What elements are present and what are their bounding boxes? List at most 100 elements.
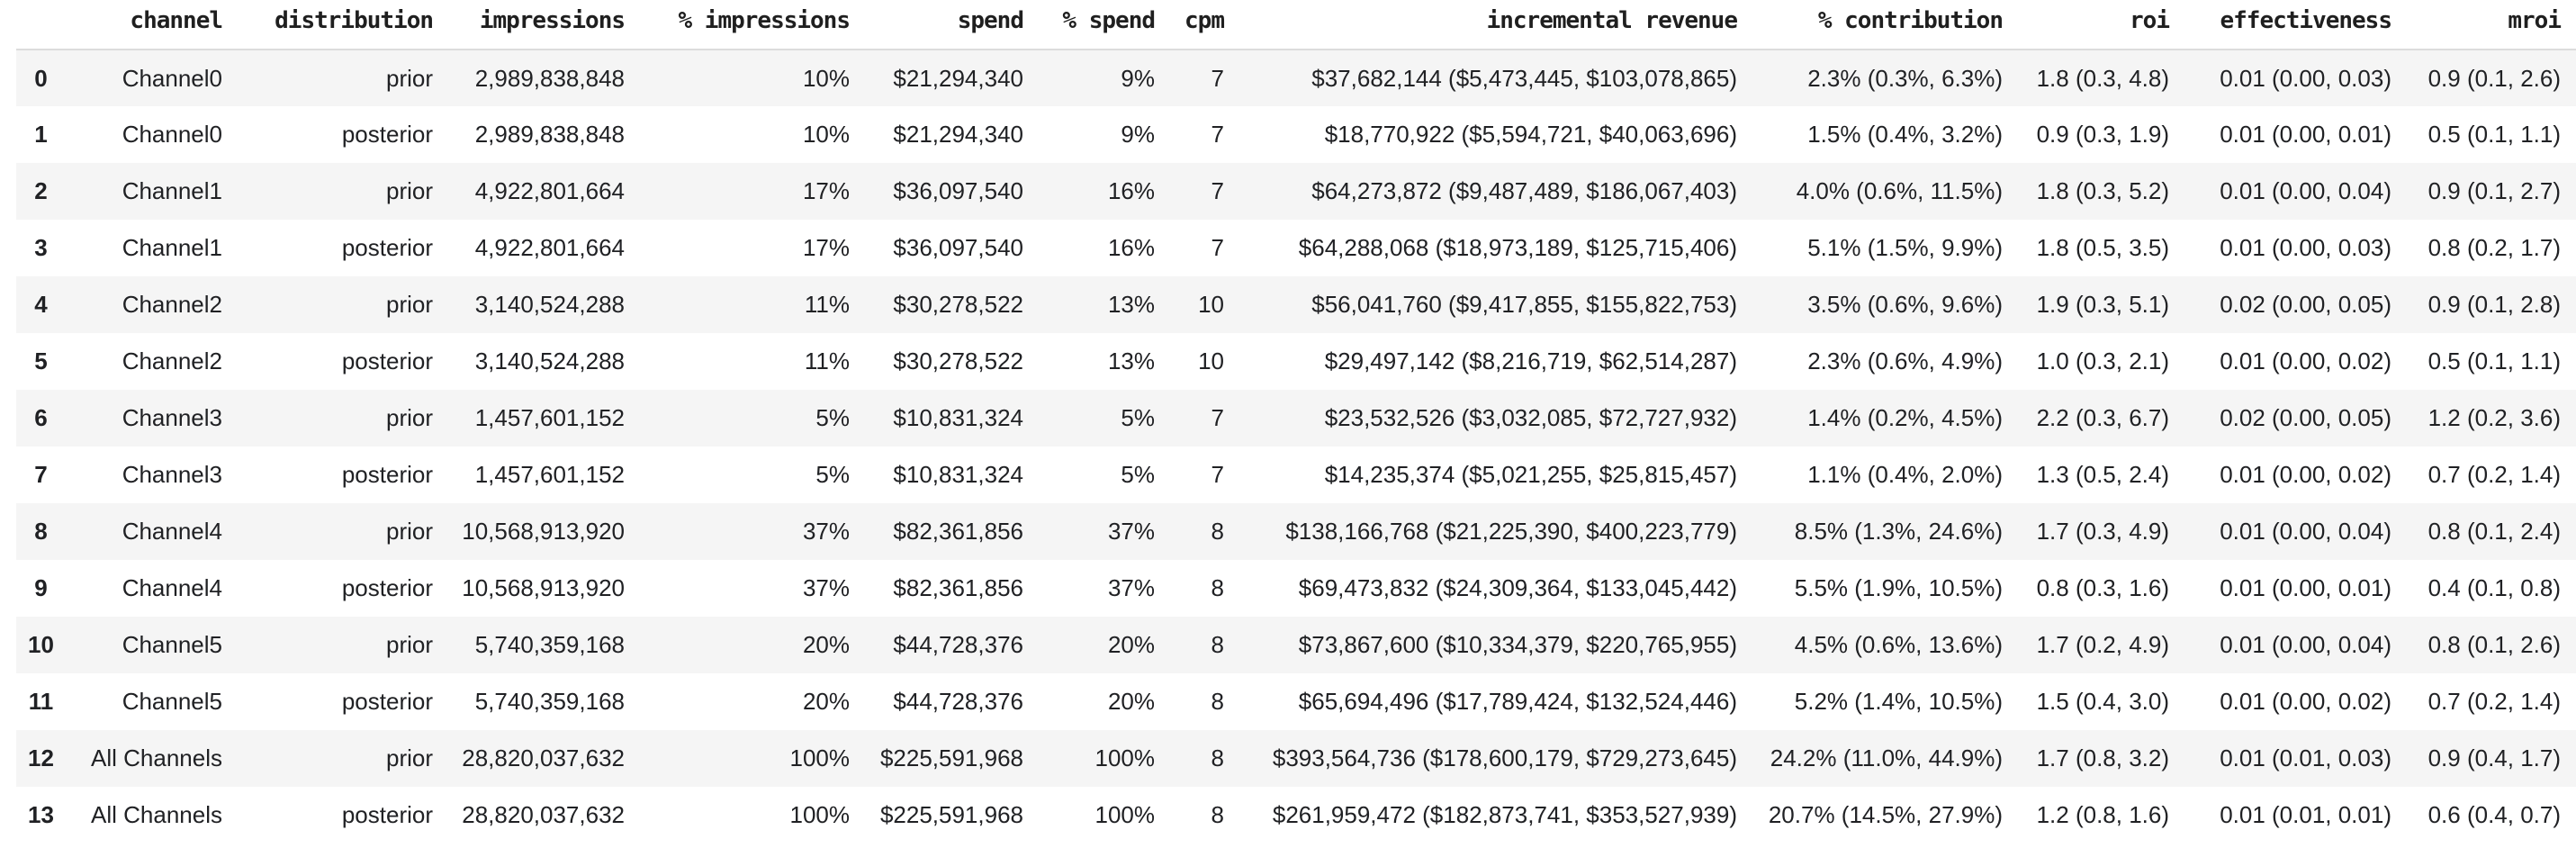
cell-roi: 0.9 (0.3, 1.9) bbox=[2036, 121, 2169, 148]
cell-cpm: 8 bbox=[1211, 801, 1224, 828]
column-header-cpm: cpm bbox=[1155, 0, 1225, 50]
cell-pct_spend: 100% bbox=[1094, 744, 1156, 771]
cell-channel: Channel3 bbox=[122, 461, 222, 488]
cell-impressions: 2,989,838,848 bbox=[474, 64, 625, 92]
cell-effectiveness: 0.01 (0.00, 0.04) bbox=[2220, 631, 2391, 658]
cell-impressions: 28,820,037,632 bbox=[462, 801, 625, 828]
cell-cpm: 8 bbox=[1211, 688, 1224, 715]
cell-impressions: 5,740,359,168 bbox=[474, 631, 625, 658]
cell-channel: Channel3 bbox=[122, 404, 222, 431]
cell-incremental_revenue: $261,959,472 ($182,873,741, $353,527,939… bbox=[1272, 801, 1737, 828]
cell-effectiveness: 0.01 (0.00, 0.03) bbox=[2220, 234, 2391, 261]
cell-pct_impressions: 37% bbox=[802, 574, 850, 601]
cell-effectiveness: 0.01 (0.01, 0.03) bbox=[2220, 744, 2391, 771]
cell-pct_impressions: 20% bbox=[802, 631, 850, 658]
cell-cpm: 8 bbox=[1211, 518, 1224, 545]
cell-distribution: prior bbox=[385, 177, 433, 204]
cell-cpm: 7 bbox=[1211, 177, 1224, 204]
cell-roi: 1.7 (0.2, 4.9) bbox=[2036, 631, 2169, 658]
cell-roi: 1.8 (0.3, 5.2) bbox=[2036, 177, 2169, 204]
cell-distribution: posterior bbox=[341, 234, 433, 261]
column-header-spend: spend bbox=[850, 0, 1024, 50]
table-body: 0 Channel0 prior 2,989,838,848 10% $21,294,34… bbox=[16, 50, 2576, 843]
cell-index: 2 bbox=[34, 177, 48, 204]
cell-spend: $36,097,540 bbox=[893, 234, 1023, 261]
column-header-distribution: distribution bbox=[222, 0, 434, 50]
cell-index: 0 bbox=[34, 64, 48, 92]
cell-spend: $30,278,522 bbox=[893, 291, 1023, 318]
cell-distribution: posterior bbox=[341, 121, 433, 148]
cell-channel: Channel2 bbox=[122, 291, 222, 318]
cell-spend: $10,831,324 bbox=[893, 404, 1023, 431]
table-row: 1 Channel0 posterior 2,989,838,848 10% $21,29… bbox=[16, 106, 2576, 163]
column-header-index bbox=[16, 0, 66, 50]
cell-impressions: 10,568,913,920 bbox=[462, 574, 625, 601]
cell-effectiveness: 0.02 (0.00, 0.05) bbox=[2220, 404, 2391, 431]
cell-spend: $225,591,968 bbox=[879, 801, 1023, 828]
cell-roi: 1.2 (0.8, 1.6) bbox=[2036, 801, 2169, 828]
table-row: 7 Channel3 posterior 1,457,601,152 5% $10,831… bbox=[16, 447, 2576, 503]
cell-spend: $82,361,856 bbox=[893, 518, 1023, 545]
cell-incremental_revenue: $18,770,922 ($5,594,721, $40,063,696) bbox=[1324, 121, 1737, 148]
table-row: 11 Channel5 posterior 5,740,359,168 20% $44,7… bbox=[16, 673, 2576, 730]
cell-pct_spend: 9% bbox=[1121, 121, 1155, 148]
table-row: 12 All Channels prior 28,820,037,632 100% $22… bbox=[16, 730, 2576, 787]
cell-mroi: 0.5 (0.1, 1.1) bbox=[2427, 347, 2561, 374]
cell-pct_contribution: 5.1% (1.5%, 9.9%) bbox=[1807, 234, 2003, 261]
cell-cpm: 8 bbox=[1211, 631, 1224, 658]
cell-channel: Channel1 bbox=[122, 177, 222, 204]
cell-distribution: prior bbox=[385, 404, 433, 431]
cell-channel: Channel4 bbox=[122, 518, 222, 545]
cell-incremental_revenue: $23,532,526 ($3,032,085, $72,727,932) bbox=[1324, 404, 1737, 431]
cell-channel: Channel5 bbox=[122, 688, 222, 715]
table-header-row: channel distribution impressions% impressi… bbox=[16, 0, 2576, 50]
cell-index: 7 bbox=[34, 461, 48, 488]
cell-pct_contribution: 4.5% (0.6%, 13.6%) bbox=[1794, 631, 2003, 658]
cell-pct_impressions: 17% bbox=[802, 234, 850, 261]
cell-impressions: 3,140,524,288 bbox=[474, 291, 625, 318]
column-header-effectiveness: effectiveness bbox=[2169, 0, 2392, 50]
cell-roi: 1.0 (0.3, 2.1) bbox=[2036, 347, 2169, 374]
cell-pct_impressions: 37% bbox=[802, 518, 850, 545]
cell-roi: 1.9 (0.3, 5.1) bbox=[2036, 291, 2169, 318]
cell-effectiveness: 0.01 (0.00, 0.02) bbox=[2220, 688, 2391, 715]
cell-incremental_revenue: $37,682,144 ($5,473,445, $103,078,865) bbox=[1311, 64, 1737, 92]
cell-incremental_revenue: $56,041,760 ($9,417,855, $155,822,753) bbox=[1311, 291, 1737, 318]
cell-pct_impressions: 5% bbox=[815, 404, 850, 431]
cell-pct_contribution: 20.7% (14.5%, 27.9%) bbox=[1768, 801, 2003, 828]
table-row: 10 Channel5 prior 5,740,359,168 20% $44,728,3… bbox=[16, 617, 2576, 673]
cell-pct_spend: 13% bbox=[1107, 291, 1155, 318]
cell-effectiveness: 0.01 (0.00, 0.02) bbox=[2220, 461, 2391, 488]
cell-cpm: 7 bbox=[1211, 404, 1224, 431]
cell-pct_impressions: 10% bbox=[802, 121, 850, 148]
cell-channel: Channel0 bbox=[122, 64, 222, 92]
column-header-channel: channel bbox=[66, 0, 223, 50]
cell-channel: Channel4 bbox=[122, 574, 222, 601]
column-header-pct_spend: % spend bbox=[1023, 0, 1156, 50]
cell-pct_contribution: 24.2% (11.0%, 44.9%) bbox=[1770, 744, 2003, 771]
cell-channel: Channel5 bbox=[122, 631, 222, 658]
cell-cpm: 10 bbox=[1198, 347, 1224, 374]
cell-index: 1 bbox=[34, 121, 48, 148]
cell-impressions: 1,457,601,152 bbox=[474, 404, 625, 431]
column-header-incremental_revenue: incremental revenue bbox=[1224, 0, 1738, 50]
table-header: channel distribution impressions% impressi… bbox=[16, 0, 2576, 50]
cell-mroi: 0.7 (0.2, 1.4) bbox=[2427, 688, 2561, 715]
cell-effectiveness: 0.01 (0.00, 0.03) bbox=[2220, 64, 2391, 92]
table-row: 6 Channel3 prior 1,457,601,152 5% $10,831,324… bbox=[16, 390, 2576, 447]
cell-roi: 1.7 (0.8, 3.2) bbox=[2036, 744, 2169, 771]
cell-incremental_revenue: $64,288,068 ($18,973,189, $125,715,406) bbox=[1298, 234, 1737, 261]
cell-channel: Channel0 bbox=[122, 121, 222, 148]
cell-pct_impressions: 10% bbox=[802, 64, 850, 92]
cell-effectiveness: 0.01 (0.01, 0.01) bbox=[2220, 801, 2391, 828]
cell-pct_spend: 9% bbox=[1121, 64, 1155, 92]
cell-cpm: 8 bbox=[1211, 744, 1224, 771]
cell-distribution: prior bbox=[385, 631, 433, 658]
cell-impressions: 3,140,524,288 bbox=[474, 347, 625, 374]
cell-distribution: posterior bbox=[341, 688, 433, 715]
cell-pct_contribution: 2.3% (0.3%, 6.3%) bbox=[1807, 64, 2003, 92]
cell-spend: $82,361,856 bbox=[893, 574, 1023, 601]
column-header-mroi: mroi bbox=[2391, 0, 2576, 50]
cell-incremental_revenue: $138,166,768 ($21,225,390, $400,223,779) bbox=[1285, 518, 1737, 545]
